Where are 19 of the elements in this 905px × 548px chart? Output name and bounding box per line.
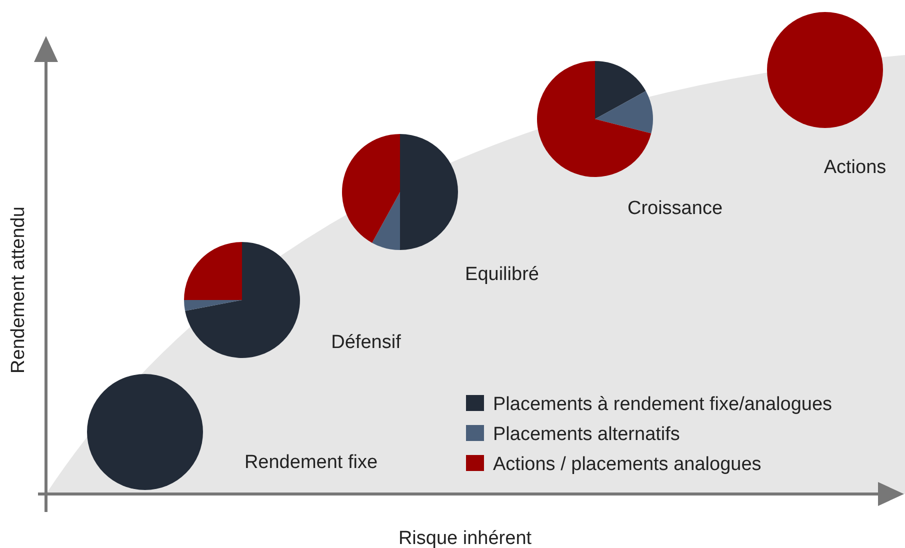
text: Rendement fixe	[244, 452, 378, 473]
pie-slice	[400, 134, 458, 250]
legend-label: Actions / placements analogues	[493, 454, 762, 475]
text: Croissance	[627, 198, 723, 219]
text: Actions	[824, 157, 886, 178]
pie-slice	[595, 91, 653, 134]
pie-slice	[184, 300, 242, 311]
legend-label: Placements alternatifs	[493, 424, 680, 445]
pie-slice	[342, 134, 400, 243]
pie-slice	[184, 242, 242, 300]
text: Défensif	[331, 332, 402, 353]
pie-slice	[537, 61, 652, 177]
pie-slice	[185, 242, 300, 358]
legend-label: Placements à rendement fixe/analogues	[493, 394, 832, 415]
pie-slice	[372, 192, 400, 250]
text: Risque inhérent	[398, 528, 532, 548]
text: Equilibré	[465, 264, 539, 285]
pie-slice	[595, 61, 646, 119]
text: Rendement attendu	[8, 206, 29, 374]
